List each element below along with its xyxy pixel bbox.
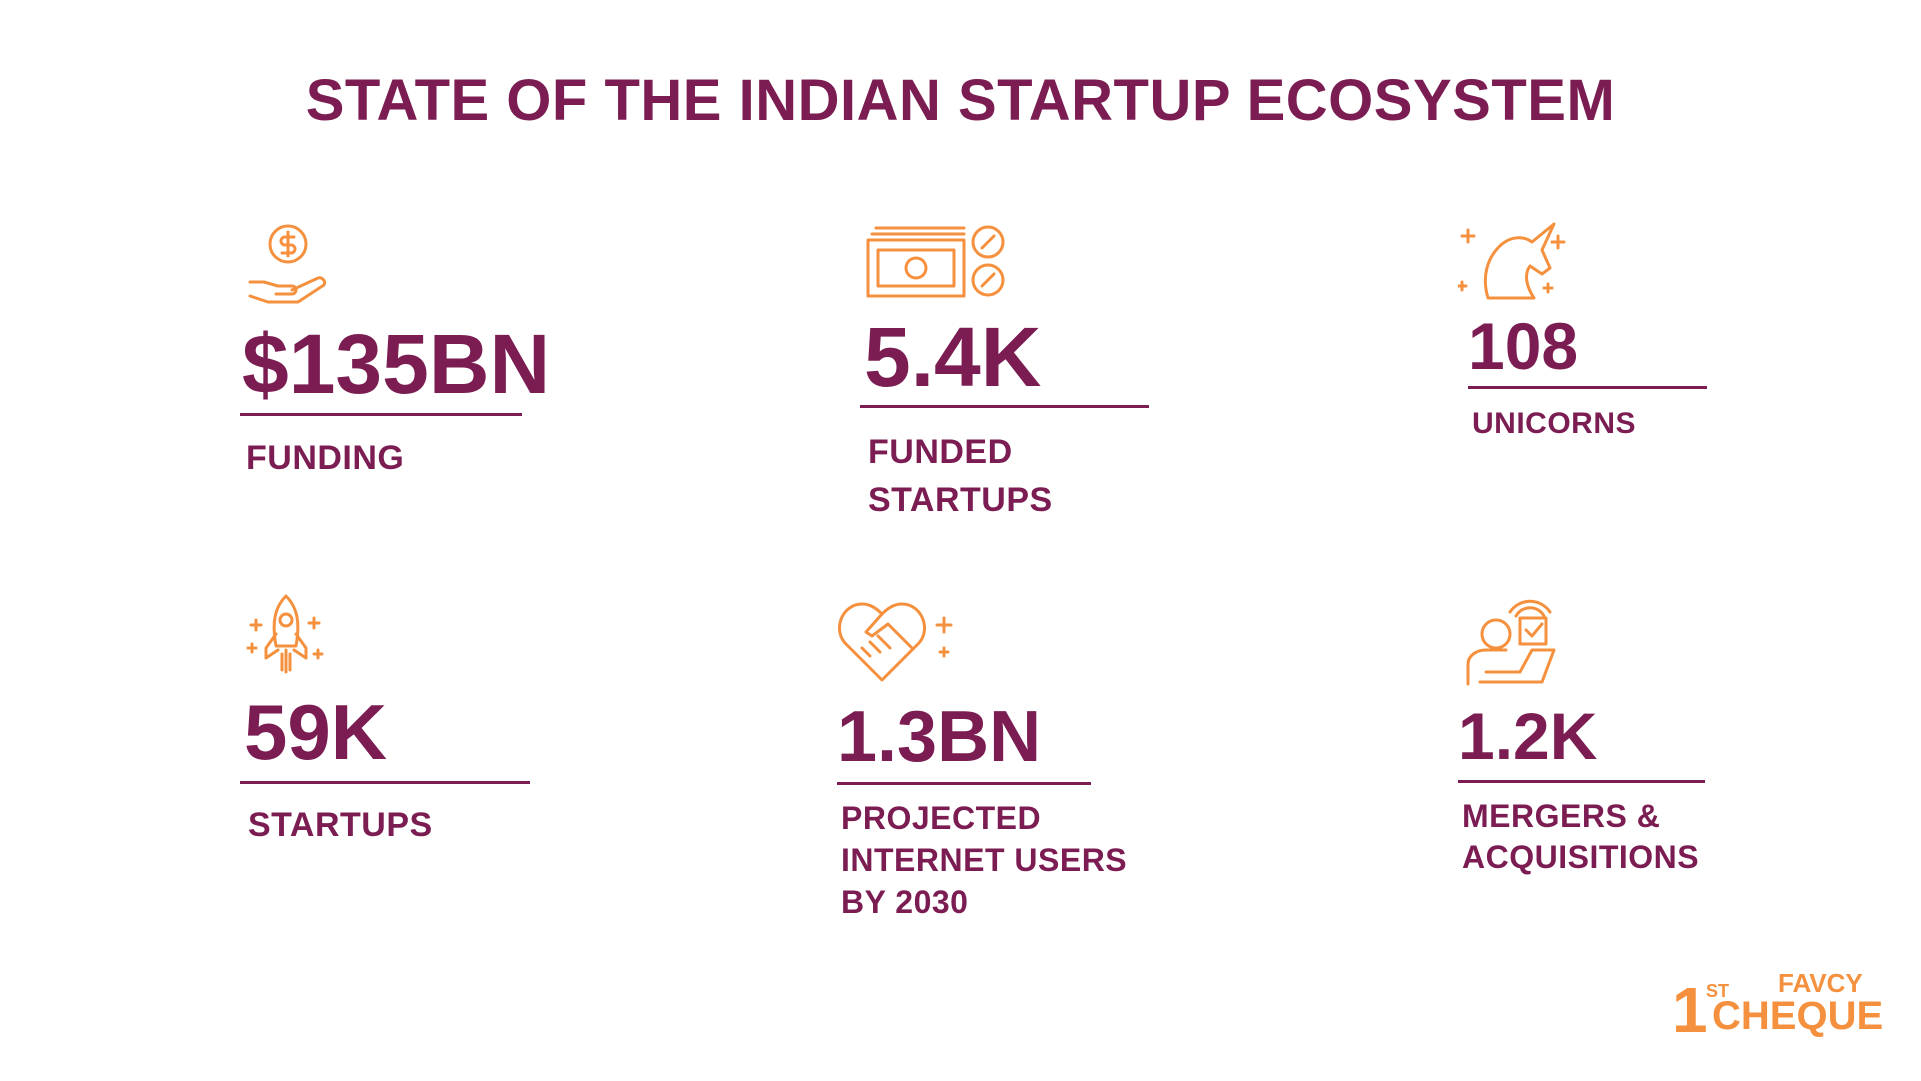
unicorn-icon bbox=[1458, 222, 1566, 300]
logo-suffix: ST bbox=[1706, 981, 1730, 1001]
logo-name: CHEQUE bbox=[1712, 994, 1884, 1038]
stat-label: FUNDED STARTUPS bbox=[868, 433, 1053, 519]
stat-rule bbox=[1458, 780, 1705, 783]
stat-rule bbox=[837, 782, 1091, 785]
handshake-icon bbox=[837, 602, 953, 682]
logo-brand: FAVCY bbox=[1778, 968, 1863, 998]
stat-rule bbox=[1468, 386, 1707, 389]
money-icon bbox=[866, 225, 1005, 298]
rocket-icon bbox=[246, 594, 324, 674]
logo-number: 1 bbox=[1672, 974, 1708, 1046]
title: STATE OF THE INDIAN STARTUP ECOSYSTEM bbox=[305, 68, 1616, 133]
stat-value: $135BN bbox=[242, 317, 551, 411]
stat-rule bbox=[860, 405, 1149, 408]
stat-value: 59K bbox=[244, 688, 388, 776]
funding-icon bbox=[248, 224, 326, 304]
stat-value: 1.2K bbox=[1458, 699, 1598, 773]
stat-label: STARTUPS bbox=[248, 806, 433, 844]
stat-label: FUNDING bbox=[246, 439, 405, 477]
stat-label: UNICORNS bbox=[1472, 407, 1637, 440]
stat-rule bbox=[240, 413, 522, 416]
stat-label: MERGERS & ACQUISITIONS bbox=[1462, 798, 1700, 875]
stat-value: 1.3BN bbox=[837, 697, 1042, 777]
stat-label: PROJECTED INTERNET USERS BY 2030 bbox=[841, 800, 1128, 920]
merger-icon bbox=[1466, 599, 1556, 686]
stat-value: 108 bbox=[1468, 309, 1579, 383]
stat-value: 5.4K bbox=[864, 310, 1042, 404]
stat-rule bbox=[240, 781, 530, 784]
